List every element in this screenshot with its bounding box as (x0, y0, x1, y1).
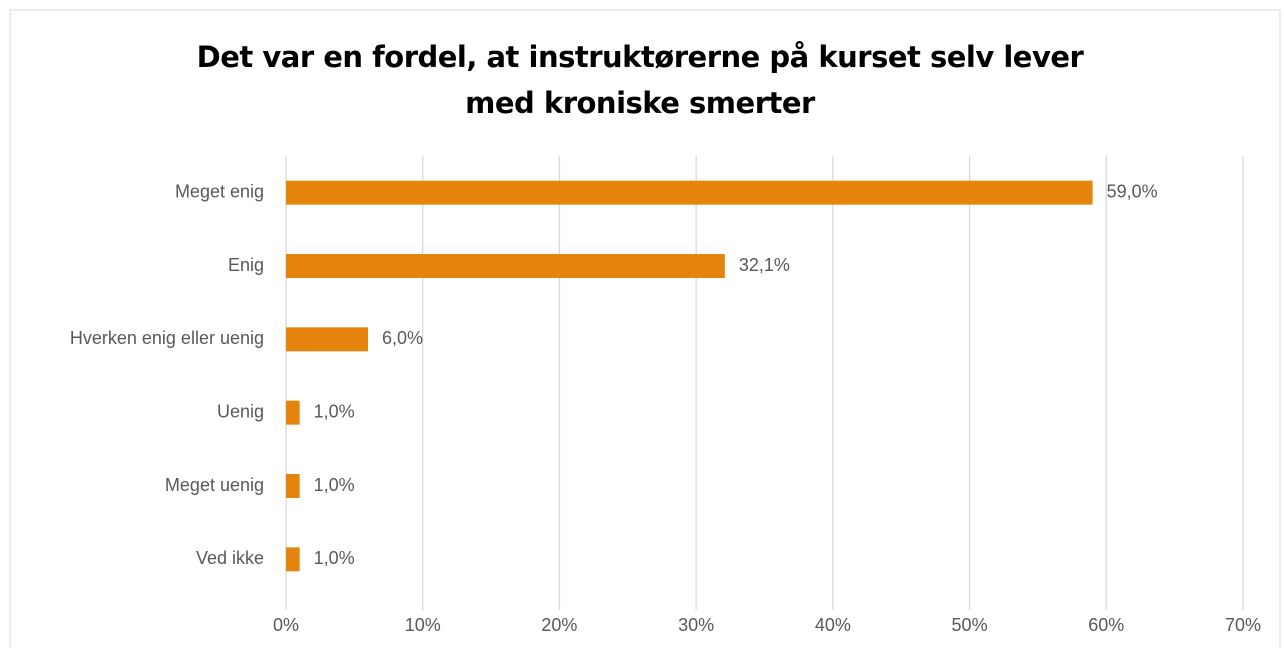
x-tick-label: 20% (541, 615, 577, 635)
y-tick-label: Enig (228, 255, 264, 275)
y-tick-label: Hverken enig eller uenig (70, 328, 264, 348)
bar (286, 474, 300, 498)
y-tick-label: Uenig (217, 401, 264, 421)
bar (286, 327, 369, 352)
data-label: 59,0% (1107, 181, 1158, 201)
bar (286, 400, 300, 425)
x-tick-label: 10% (405, 615, 441, 635)
y-tick-label: Ved ikke (196, 548, 264, 568)
x-tick-label: 40% (815, 615, 851, 635)
bar (286, 254, 725, 278)
y-tick-label: Meget uenig (165, 475, 264, 495)
data-label: 32,1% (739, 255, 790, 275)
chart-border (9, 9, 1281, 648)
data-label: 1,0% (314, 548, 355, 568)
data-label: 1,0% (314, 475, 355, 495)
chart-title: Det var en fordel, at instruktørerne på … (196, 40, 1084, 120)
data-label: 6,0% (382, 328, 423, 348)
x-tick-label: 0% (273, 615, 299, 635)
y-tick-label: Meget enig (175, 181, 264, 201)
bar (286, 180, 1093, 205)
x-tick-label: 50% (952, 615, 988, 635)
data-label: 1,0% (314, 401, 355, 421)
bar (286, 547, 300, 572)
x-tick-label: 60% (1088, 615, 1124, 635)
x-tick-label: 30% (678, 615, 714, 635)
x-tick-label: 70% (1225, 615, 1261, 635)
